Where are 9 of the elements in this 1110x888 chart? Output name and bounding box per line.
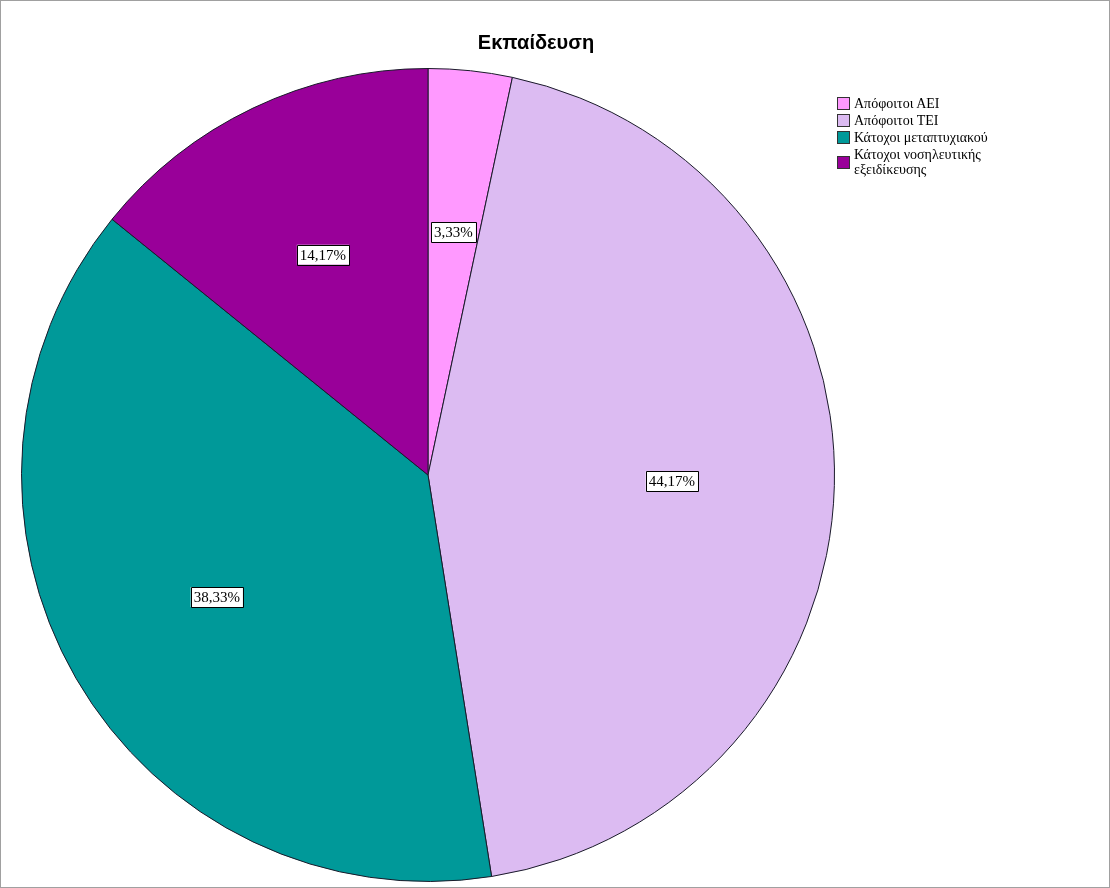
legend-label: Απόφοιτοι ΤΕΙ	[854, 113, 939, 128]
data-label: 44,17%	[648, 473, 695, 490]
legend-label: Κάτοχοι νοσηλευτικής εξειδίκευσης	[854, 147, 982, 177]
legend-label: Απόφοιτοι ΑΕΙ	[854, 96, 940, 111]
data-label: 3,33%	[434, 224, 473, 241]
data-label: 14,17%	[299, 246, 347, 263]
chart-title: Εκπαίδευση	[476, 31, 596, 54]
data-label: 38,33%	[193, 588, 240, 605]
legend-label: Κάτοχοι μεταπτυχιακού	[854, 130, 988, 145]
